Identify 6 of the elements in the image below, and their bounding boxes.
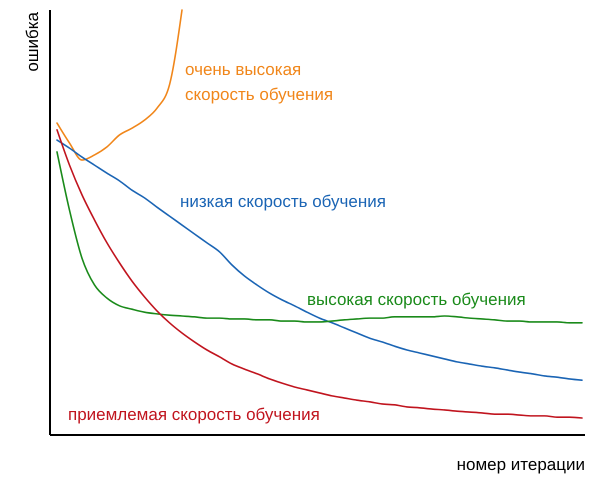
series-label: приемлемая скорость обучения (68, 405, 320, 424)
series-label: очень высокая скорость обучения (185, 60, 334, 104)
x-axis-title: номер итерации (456, 455, 585, 474)
y-axis-title: ошибка (23, 11, 42, 72)
series-label: низкая скорость обучения (180, 192, 386, 211)
series-label: высокая скорость обучения (307, 290, 526, 309)
